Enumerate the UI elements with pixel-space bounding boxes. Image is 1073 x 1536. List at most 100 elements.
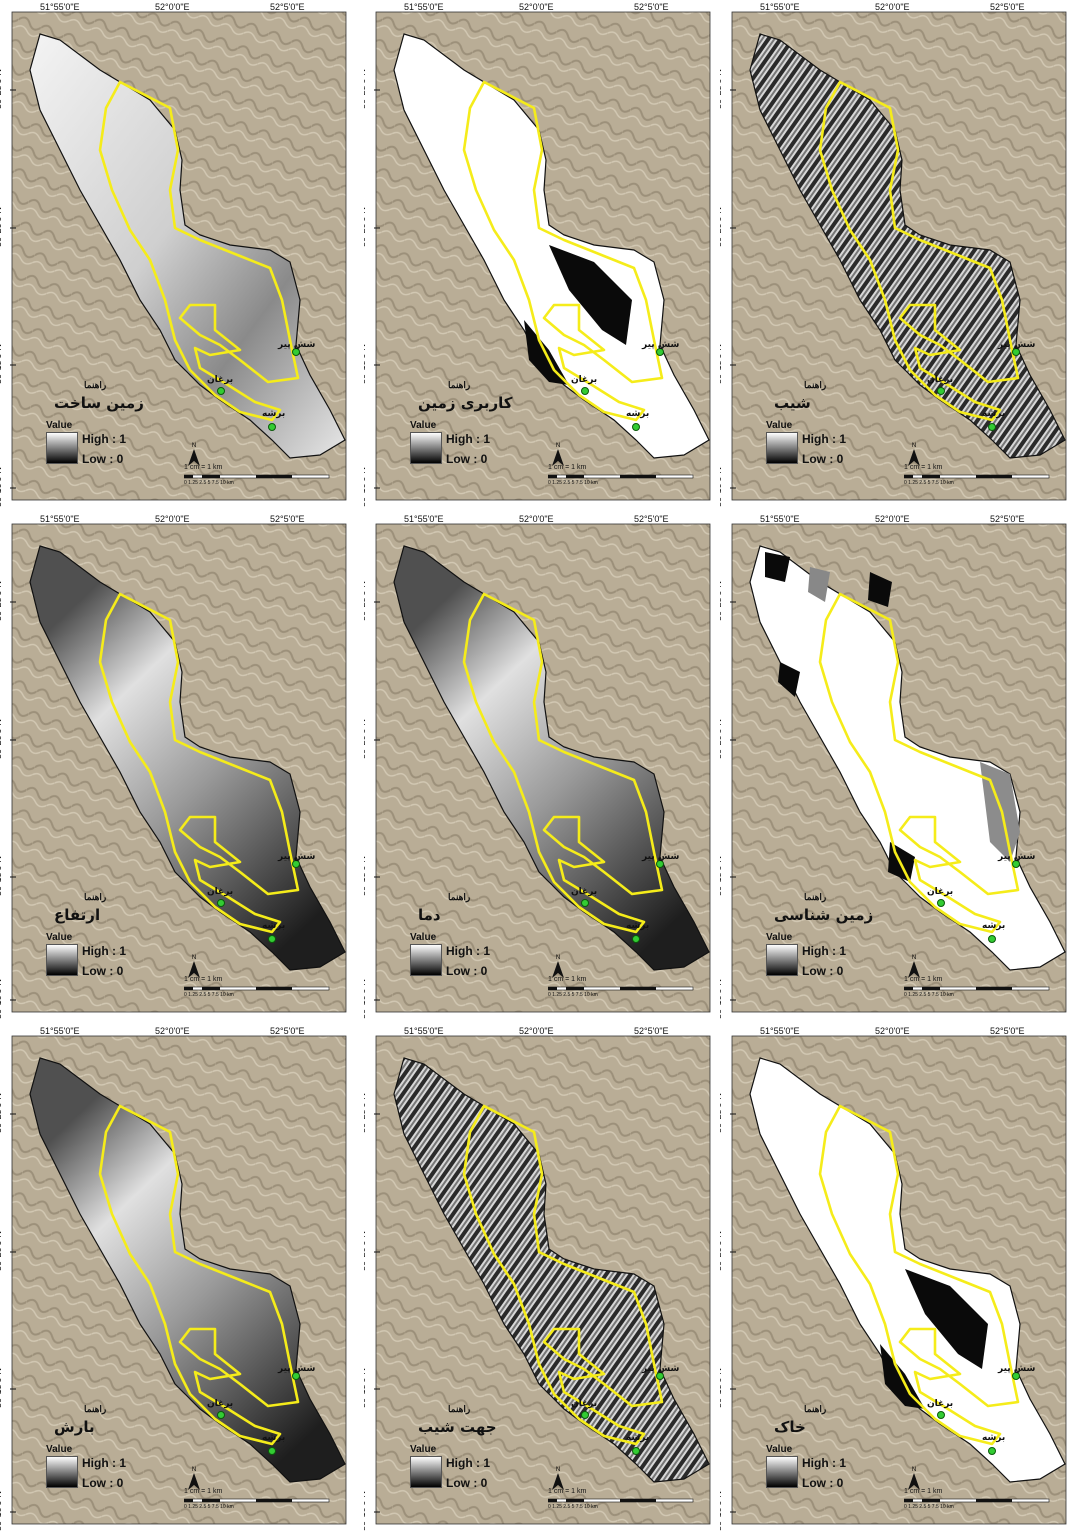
place-label: برشه [982,921,1006,931]
longitude-label: 52°0'0"E [155,2,190,12]
class-patch [808,567,830,602]
legend-value-label: Value [46,1444,73,1455]
village-point [656,348,664,356]
latitude-label: 30°20'0"N [364,718,368,760]
latitude-label: 30°10'0"N [364,978,368,1020]
place-label: برغان [207,375,234,385]
longitude-label: 52°5'0"E [990,2,1025,12]
latitude-label: 30°25'0"N [0,1092,4,1134]
legend-color-ramp [410,1456,442,1488]
map-panel: 51°55'0"E 52°0'0"E 52°5'0"E 30°25'0"N 30°20'… [0,1024,358,1536]
place-label: برشه [982,1433,1006,1443]
watershed-raster [749,545,1066,971]
scale-bar: 1 cm = 1 km 0 1.25 2.5 5 7.5 10 km [184,464,334,490]
longitude-label: 52°5'0"E [270,514,305,524]
legend-low-label: Low : 0 [802,1476,844,1490]
place-label: برغان [571,887,598,897]
place-label: برغان [207,887,234,897]
legend-heading: راهنما [84,380,107,390]
scale-label: 1 cm = 1 km [548,464,587,471]
map-panel: 51°55'0"E 52°0'0"E 52°5'0"E 30°25'0"N 30°20'… [720,512,1073,1024]
place-label: شش پیر [998,1364,1036,1374]
legend-low-label: Low : 0 [446,1476,488,1490]
village-point [988,935,996,943]
legend-low-label: Low : 0 [802,964,844,978]
watershed-raster [29,1057,346,1483]
latitude-label: 30°15'0"N [720,1367,724,1409]
scale-label: 1 cm = 1 km [184,1488,223,1495]
legend-high-label: High : 1 [446,1456,490,1470]
village-point [632,935,640,943]
legend-heading: راهنما [84,892,107,902]
legend-color-ramp [46,432,78,464]
legend-layer-title: زمین ساخت [54,394,144,412]
study-area-outline [98,592,300,934]
place-label: شش پیر [642,852,680,862]
village-point [937,387,945,395]
longitude-label: 52°0'0"E [875,514,910,524]
map-canvas [730,11,1067,501]
map-canvas [10,523,347,1013]
legend-heading: راهنما [448,380,471,390]
watershed-raster [749,33,1066,459]
place-label: برشه [626,921,650,931]
latitude-label: 30°20'0"N [720,1230,724,1272]
north-arrow-icon: N [908,1467,920,1490]
scale-ticks: 0 1.25 2.5 5 7.5 10 km [548,1504,598,1510]
scale-bar: 1 cm = 1 km 0 1.25 2.5 5 7.5 10 km [904,464,1054,490]
study-area-outline [98,80,300,422]
legend-heading: راهنما [804,1404,827,1414]
study-area-outline [98,1104,300,1446]
legend-value-label: Value [46,420,73,431]
legend-high-label: High : 1 [82,432,126,446]
legend-value-label: Value [766,1444,793,1455]
legend-color-ramp [410,944,442,976]
longitude-label: 51°55'0"E [404,1026,444,1036]
longitude-label: 52°5'0"E [634,514,669,524]
legend-layer-title: خاک [774,1418,806,1436]
legend-heading: راهنما [448,892,471,902]
class-patch [549,245,632,345]
map-panel: 51°55'0"E 52°0'0"E 52°5'0"E 30°25'0"N 30°20'… [720,1024,1073,1536]
latitude-label: 30°10'0"N [0,466,4,508]
map-panel: 51°55'0"E 52°0'0"E 52°5'0"E 30°25'0"N 30°20'… [364,0,722,512]
longitude-label: 52°5'0"E [270,1026,305,1036]
latitude-label: 30°10'0"N [720,466,724,508]
map-canvas [730,523,1067,1013]
scale-bar: 1 cm = 1 km 0 1.25 2.5 5 7.5 10 km [184,976,334,1002]
place-label: برشه [262,409,286,419]
map-canvas [10,1035,347,1525]
legend-value-label: Value [46,932,73,943]
legend-value-label: Value [410,932,437,943]
legend-color-ramp [46,1456,78,1488]
svg-text:N: N [192,1467,196,1473]
legend-low-label: Low : 0 [82,1476,124,1490]
village-point [656,1372,664,1380]
village-point [292,860,300,868]
latitude-label: 30°20'0"N [364,206,368,248]
map-canvas [374,11,711,501]
village-point [632,1447,640,1455]
legend-color-ramp [766,432,798,464]
legend-heading: راهنما [804,892,827,902]
longitude-label: 52°0'0"E [875,2,910,12]
village-point [581,899,589,907]
north-arrow-icon: N [188,443,200,466]
legend-high-label: High : 1 [802,432,846,446]
latitude-label: 30°25'0"N [720,68,724,110]
legend-color-ramp [410,432,442,464]
legend-high-label: High : 1 [802,1456,846,1470]
latitude-label: 30°20'0"N [364,1230,368,1272]
scale-ticks: 0 1.25 2.5 5 7.5 10 km [904,992,954,998]
place-label: برشه [982,409,1006,419]
map-panel: 51°55'0"E 52°0'0"E 52°5'0"E 30°25'0"N 30°20'… [364,1024,722,1536]
latitude-label: 30°15'0"N [364,343,368,385]
scale-label: 1 cm = 1 km [904,976,943,983]
class-patch [980,762,1020,862]
legend-layer-title: دما [418,906,441,924]
longitude-label: 52°5'0"E [634,2,669,12]
class-patch [765,552,790,582]
map-legend: راهنما بارش Value High : 1 Low : 0 [46,1404,176,1494]
study-area-outline [462,1104,664,1446]
north-arrow-icon: N [188,1467,200,1490]
